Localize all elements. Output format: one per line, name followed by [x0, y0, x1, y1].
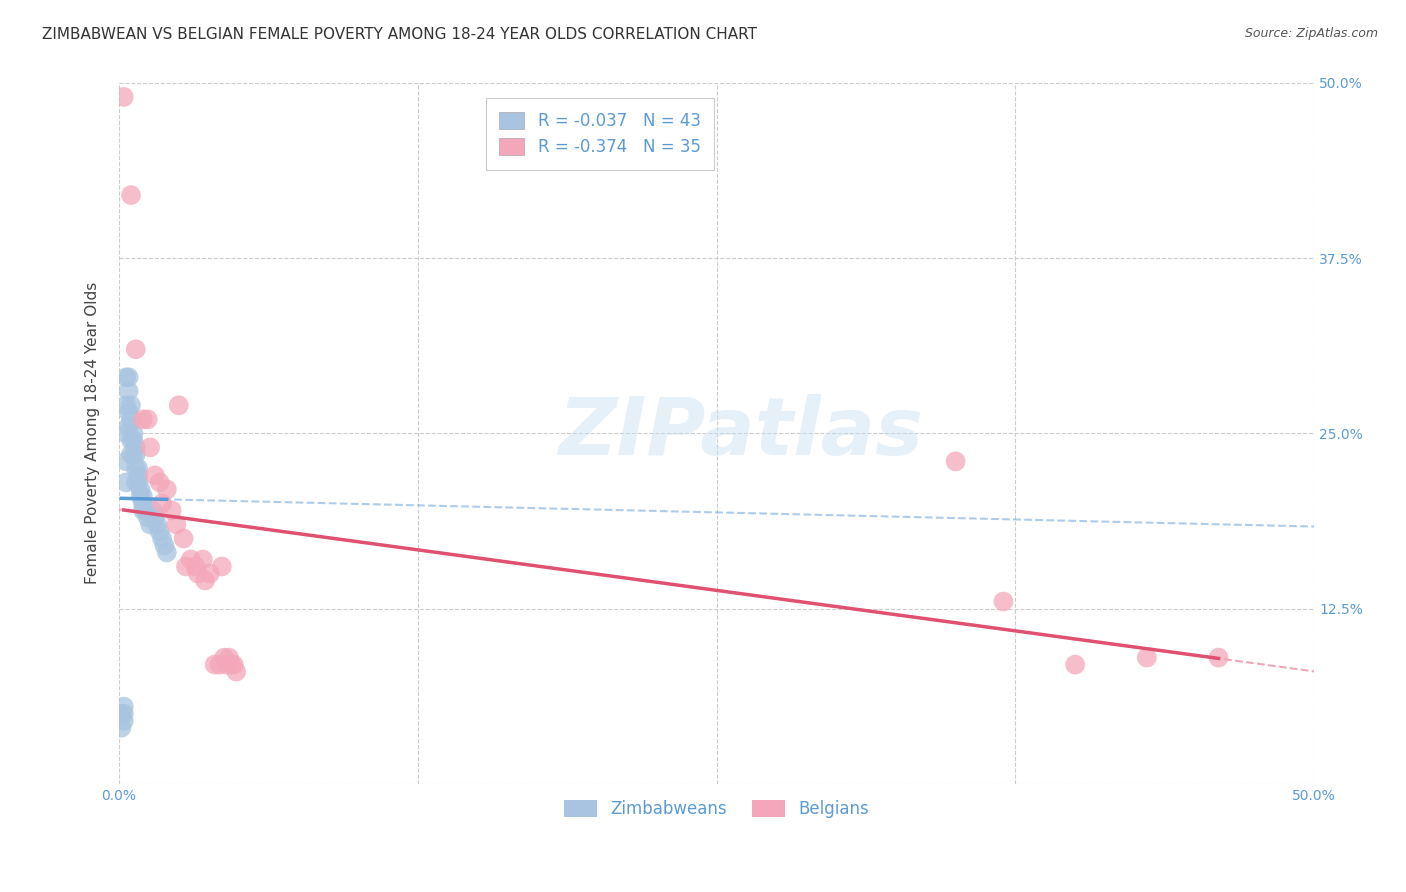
Point — [112, 706, 135, 721]
Point — [945, 454, 967, 468]
Point — [115, 370, 138, 384]
Point — [136, 510, 159, 524]
Point — [198, 566, 221, 581]
Point — [150, 532, 173, 546]
Point — [180, 552, 202, 566]
Point — [134, 503, 156, 517]
Point — [120, 188, 142, 202]
Point — [167, 398, 190, 412]
Text: ZIPatlas: ZIPatlas — [558, 394, 922, 473]
Point — [125, 475, 148, 490]
Point — [112, 714, 135, 728]
Point — [132, 503, 155, 517]
Point — [222, 657, 245, 672]
Point — [212, 650, 235, 665]
Point — [122, 434, 145, 448]
Point — [149, 475, 172, 490]
Point — [156, 545, 179, 559]
Point — [132, 496, 155, 510]
Point — [160, 503, 183, 517]
Text: Source: ZipAtlas.com: Source: ZipAtlas.com — [1244, 27, 1378, 40]
Point — [125, 343, 148, 357]
Point — [129, 490, 152, 504]
Point — [117, 419, 139, 434]
Point — [132, 490, 155, 504]
Point — [156, 483, 179, 497]
Legend: Zimbabweans, Belgians: Zimbabweans, Belgians — [557, 793, 876, 824]
Point — [1064, 657, 1087, 672]
Point — [173, 532, 195, 546]
Point — [115, 454, 138, 468]
Point — [110, 706, 132, 721]
Point — [191, 552, 214, 566]
Point — [117, 405, 139, 419]
Point — [139, 517, 162, 532]
Point — [127, 475, 149, 490]
Point — [993, 594, 1015, 608]
Point — [110, 721, 132, 735]
Point — [221, 657, 243, 672]
Point — [150, 496, 173, 510]
Point — [211, 559, 233, 574]
Point — [218, 650, 240, 665]
Point — [215, 657, 238, 672]
Point — [132, 412, 155, 426]
Point — [115, 475, 138, 490]
Point — [1208, 650, 1230, 665]
Point — [153, 539, 176, 553]
Point — [122, 426, 145, 441]
Text: ZIMBABWEAN VS BELGIAN FEMALE POVERTY AMONG 18-24 YEAR OLDS CORRELATION CHART: ZIMBABWEAN VS BELGIAN FEMALE POVERTY AMO… — [42, 27, 758, 42]
Point — [194, 574, 217, 588]
Point — [117, 370, 139, 384]
Point — [129, 483, 152, 497]
Point — [208, 657, 231, 672]
Point — [143, 510, 166, 524]
Point — [149, 524, 172, 539]
Point — [143, 468, 166, 483]
Point — [112, 90, 135, 104]
Point — [112, 699, 135, 714]
Point — [120, 434, 142, 448]
Point — [187, 566, 209, 581]
Point — [120, 447, 142, 461]
Point — [125, 447, 148, 461]
Point — [165, 517, 187, 532]
Point — [136, 412, 159, 426]
Y-axis label: Female Poverty Among 18-24 Year Olds: Female Poverty Among 18-24 Year Olds — [86, 282, 100, 584]
Point — [120, 398, 142, 412]
Point — [122, 447, 145, 461]
Point — [120, 412, 142, 426]
Point — [115, 426, 138, 441]
Point — [127, 468, 149, 483]
Point — [174, 559, 197, 574]
Point — [1136, 650, 1159, 665]
Point — [141, 503, 163, 517]
Point — [139, 441, 162, 455]
Point — [146, 517, 169, 532]
Point — [127, 461, 149, 475]
Point — [125, 461, 148, 475]
Point — [225, 665, 247, 679]
Point — [184, 559, 207, 574]
Point — [125, 441, 148, 455]
Point — [117, 384, 139, 399]
Point — [115, 398, 138, 412]
Point — [204, 657, 226, 672]
